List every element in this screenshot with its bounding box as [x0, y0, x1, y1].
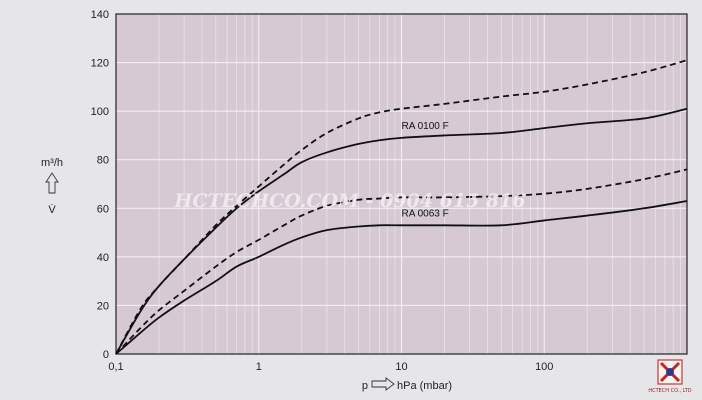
y-tick-label: 0: [103, 349, 109, 361]
y-tick-label: 80: [97, 155, 109, 167]
series-line-2-dashed: [115, 59, 688, 355]
y-tick-label: 60: [97, 203, 109, 215]
series-line-3-solid: [115, 200, 688, 355]
plot-border: [115, 13, 688, 355]
x-tick-label: 0,1: [108, 361, 123, 373]
x-tick-labels: 0,1 1 10 100: [108, 361, 553, 373]
company-logo: HCTECH CO., LTD: [648, 359, 692, 394]
grid-minor: [158, 14, 681, 354]
up-arrow-icon: [45, 172, 59, 194]
series-label: RA 0100 F: [402, 121, 449, 132]
series-label: RA 0063 F: [402, 208, 449, 219]
y-tick-label: 100: [91, 106, 109, 118]
x-tick-label: 100: [535, 361, 553, 373]
y-tick-label: 40: [97, 252, 109, 264]
series-layer: RA 0100 F RA 0063 F: [115, 59, 688, 355]
y-tick-label: 20: [97, 300, 109, 312]
x-tick-label: 1: [256, 361, 262, 373]
y-tick-label: 120: [91, 58, 109, 70]
x-axis-unit: hPa (mbar): [397, 380, 452, 392]
series-line-4-dashed: [115, 168, 688, 355]
y-tick-labels: 0 20 40 60 80 100 120 140: [91, 9, 109, 361]
series-line-1-solid: [115, 107, 688, 355]
y-tick-label: 140: [91, 9, 109, 21]
y-axis-unit: m³/h: [41, 157, 63, 169]
logo-caption: HCTECH CO., LTD: [648, 388, 691, 394]
right-arrow-icon: [371, 377, 395, 391]
x-axis-symbol: p: [362, 380, 368, 392]
watermark-text: HCTECHCO.COM - 0904 615 816: [173, 190, 525, 212]
y-axis-symbol: V̇: [48, 203, 56, 216]
x-tick-label: 10: [395, 361, 407, 373]
